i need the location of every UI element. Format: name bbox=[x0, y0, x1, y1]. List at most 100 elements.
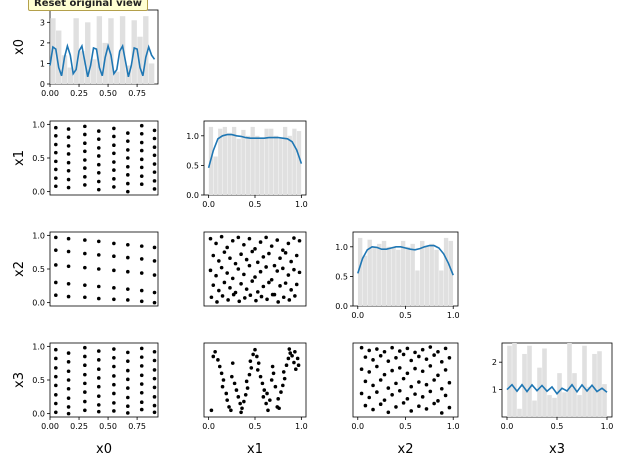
scatter-point bbox=[96, 284, 101, 289]
scatter-point bbox=[152, 349, 157, 354]
scatter-point bbox=[267, 280, 271, 285]
hist-bar bbox=[357, 237, 363, 306]
scatter-point bbox=[96, 146, 101, 150]
scatter-point bbox=[211, 354, 216, 359]
scatter-point bbox=[401, 376, 406, 381]
scatter-point bbox=[139, 182, 144, 187]
scatter-point bbox=[378, 353, 383, 358]
scatter-point bbox=[255, 368, 260, 372]
scatter-point bbox=[54, 235, 58, 240]
scatter-point bbox=[66, 351, 71, 355]
scatter-point bbox=[66, 127, 71, 131]
scatter-point bbox=[432, 401, 436, 406]
scatter-point bbox=[375, 390, 379, 394]
scatter-point bbox=[367, 395, 372, 400]
x-tick-label: 0.0 bbox=[351, 311, 364, 320]
scatter-point bbox=[284, 363, 289, 368]
scatter-point bbox=[66, 144, 71, 148]
scatter-point bbox=[66, 294, 71, 299]
scatter-point bbox=[289, 259, 293, 264]
scatter-point bbox=[231, 292, 236, 297]
y-axis-label-x2: x2 bbox=[12, 261, 27, 277]
scatter-panel-x3_vs_x0 bbox=[49, 342, 159, 418]
scatter-point bbox=[96, 171, 101, 175]
scatter-point bbox=[447, 380, 452, 385]
scatter-point bbox=[139, 257, 144, 261]
density-line-x3 bbox=[506, 383, 608, 395]
scatter-point bbox=[239, 252, 243, 256]
scatter-point bbox=[287, 347, 292, 351]
hist-bar bbox=[572, 373, 577, 417]
scatter-point bbox=[247, 372, 252, 377]
scatter-point bbox=[290, 353, 294, 358]
scatter-point bbox=[281, 266, 285, 271]
scatter-point bbox=[208, 236, 213, 241]
scatter-point bbox=[217, 288, 221, 293]
scatter-point bbox=[66, 185, 71, 190]
hist-bar bbox=[439, 270, 444, 306]
scatter-point bbox=[139, 140, 144, 145]
scatter-point bbox=[126, 350, 130, 355]
scatter-point bbox=[413, 350, 417, 355]
scatter-point bbox=[83, 265, 87, 270]
scatter-point bbox=[281, 295, 286, 300]
hist-bar bbox=[296, 131, 302, 195]
scatter-point bbox=[375, 347, 379, 351]
hist-bar bbox=[420, 240, 425, 306]
scatter-point bbox=[261, 395, 266, 399]
hist-bar bbox=[547, 395, 552, 417]
hist-bar bbox=[592, 353, 597, 417]
scatter-point bbox=[152, 290, 157, 295]
x-tick-label: 0.0 bbox=[351, 422, 364, 431]
scatter-point bbox=[139, 123, 144, 128]
scatter-point bbox=[269, 378, 274, 382]
scatter-point bbox=[409, 384, 414, 389]
scatter-point bbox=[269, 277, 274, 282]
scatter-point bbox=[394, 405, 398, 409]
scatter-point bbox=[363, 379, 368, 384]
scatter-point bbox=[367, 348, 372, 353]
scatter-point bbox=[54, 393, 58, 397]
scatter-point bbox=[215, 300, 219, 304]
scatter-point bbox=[382, 372, 387, 377]
scatter-point bbox=[66, 386, 71, 391]
hist-bar bbox=[232, 126, 237, 195]
scatter-point bbox=[209, 295, 214, 300]
hist-bar bbox=[114, 71, 120, 84]
scatter-point bbox=[233, 261, 238, 266]
y-tick-label: 0.0 bbox=[32, 299, 45, 308]
scatter-point bbox=[152, 376, 157, 381]
scatter-point bbox=[439, 386, 444, 391]
scatter-point bbox=[54, 374, 58, 379]
scatter-point bbox=[243, 296, 247, 300]
scatter-point bbox=[378, 402, 383, 407]
scatter-point bbox=[283, 281, 288, 285]
scatter-point bbox=[112, 391, 116, 396]
scatter-point bbox=[227, 405, 231, 409]
y-tick-label: 0.5 bbox=[32, 265, 45, 274]
hist-bar bbox=[264, 128, 269, 195]
scatter-point bbox=[382, 398, 387, 402]
scatter-point bbox=[244, 379, 249, 384]
scatter-point bbox=[222, 280, 227, 285]
hist-bar bbox=[61, 55, 68, 84]
scatter-point bbox=[234, 388, 239, 392]
scatter-point bbox=[96, 253, 101, 257]
scatter-point bbox=[126, 189, 130, 194]
hist-bar bbox=[73, 18, 79, 84]
hist-bar bbox=[287, 135, 292, 195]
scatter-point bbox=[126, 386, 130, 390]
hist-bar bbox=[236, 138, 241, 195]
scatter-point bbox=[279, 390, 283, 394]
scatter-point bbox=[405, 397, 410, 401]
scatter-point bbox=[269, 244, 274, 248]
scatter-point bbox=[261, 284, 266, 289]
scatter-point bbox=[270, 292, 275, 297]
scatter-point bbox=[224, 391, 229, 396]
hist-bar bbox=[250, 126, 255, 195]
hist-bar bbox=[278, 138, 283, 195]
scatter-point bbox=[238, 401, 242, 406]
y-tick-label: 0.5 bbox=[32, 154, 45, 163]
hist-bar bbox=[415, 270, 420, 306]
